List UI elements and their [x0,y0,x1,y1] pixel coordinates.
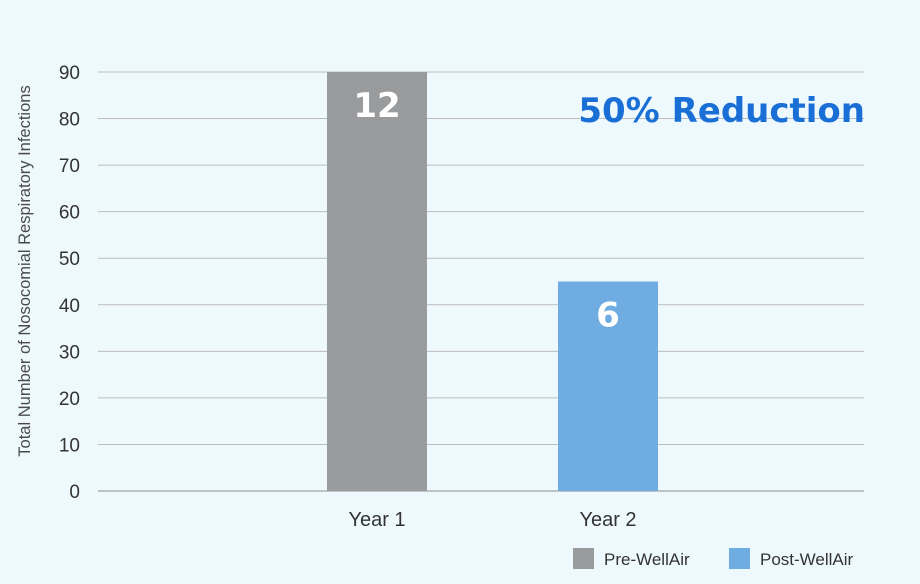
x-category-label: Year 2 [579,509,636,531]
bar [558,281,658,491]
y-axis-ticks: 0 10 20 30 40 50 60 70 80 90 [59,63,80,503]
y-tick-label: 90 [59,63,80,84]
legend-swatch [573,548,594,569]
bar [327,72,427,491]
y-tick-label: 10 [59,435,80,456]
y-axis-label: Total Number of Nosocomial Respiratory I… [16,85,34,456]
gridlines [98,71,864,492]
legend: Pre-WellAir Post-WellAir [573,548,854,569]
bar-labels: 12 6 [353,86,620,336]
reduction-annotation: 50% Reduction [578,91,865,131]
y-tick-label: 40 [59,296,80,317]
legend-label: Pre-WellAir [604,550,690,569]
y-tick-label: 20 [59,389,80,410]
y-tick-label: 0 [69,482,80,503]
y-tick-label: 70 [59,156,80,177]
y-tick-label: 50 [59,249,80,270]
bars [327,72,658,491]
y-tick-label: 80 [59,110,80,131]
x-axis-categories: Year 1 Year 2 [348,509,636,531]
legend-swatch [729,548,750,569]
y-tick-label: 30 [59,342,80,363]
bar-value-label: 6 [596,296,620,336]
bar-value-label: 12 [353,86,400,126]
y-tick-label: 60 [59,203,80,224]
x-category-label: Year 1 [348,509,405,531]
legend-label: Post-WellAir [760,550,854,569]
